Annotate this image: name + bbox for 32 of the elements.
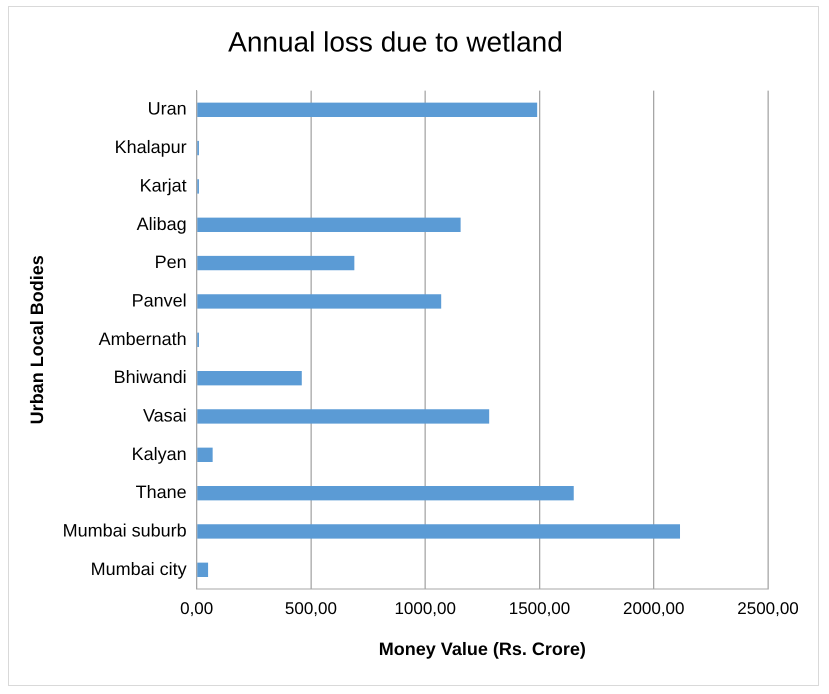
- bar: [197, 524, 680, 539]
- bar: [197, 486, 574, 500]
- y-tick-label: Uran: [148, 98, 187, 119]
- y-tick-label: Alibag: [136, 214, 187, 234]
- y-tick-label: Panvel: [132, 290, 187, 310]
- y-tick-label: Bhiwandi: [114, 367, 187, 388]
- y-tick-label: Pen: [154, 252, 187, 272]
- x-tick-label: 1000,00: [394, 598, 456, 618]
- y-tick-label: Ambernath: [98, 328, 187, 349]
- bar: [197, 409, 490, 424]
- y-tick-label: Thane: [136, 482, 187, 502]
- x-tick-label: 1500,00: [508, 598, 570, 618]
- bar: [197, 294, 442, 309]
- bar: [197, 370, 302, 386]
- y-tick-label: Kalyan: [132, 444, 187, 464]
- x-tick-label: 2000,00: [623, 598, 684, 618]
- y-tick-label: Mumbai suburb: [62, 520, 187, 540]
- y-tick-label: Karjat: [140, 175, 187, 196]
- y-tick-label: Khalapur: [114, 137, 187, 158]
- x-tick-label: 0,00: [180, 598, 214, 618]
- chart-title: Annual loss due to wetland: [228, 26, 563, 58]
- bar: [197, 256, 354, 270]
- x-axis-title: Money Value (Rs. Crore): [378, 639, 586, 660]
- bar: [197, 448, 213, 462]
- y-axis-title: Urban Local Bodies: [26, 255, 47, 424]
- bar: [197, 102, 538, 117]
- x-tick-label: 2500,00: [737, 598, 799, 618]
- y-tick-label: Vasai: [142, 405, 187, 426]
- bar: [197, 218, 461, 232]
- y-tick-label: Mumbai city: [90, 558, 187, 579]
- bar: [197, 562, 208, 578]
- x-tick-label: 500,00: [284, 598, 337, 618]
